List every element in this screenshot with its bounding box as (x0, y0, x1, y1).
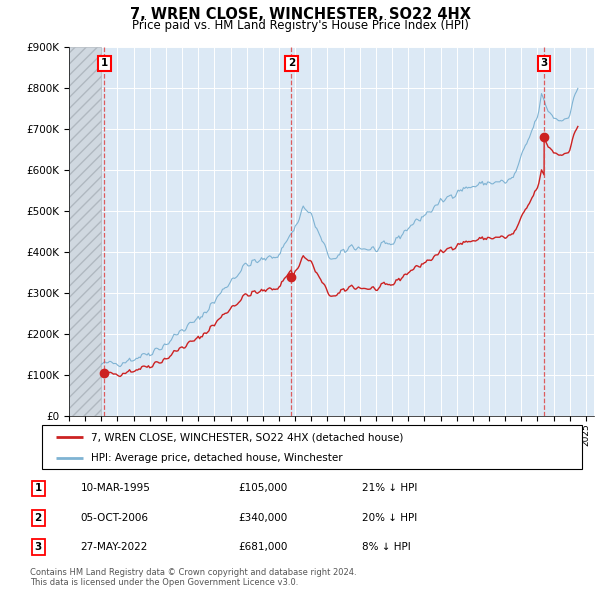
Text: 2: 2 (287, 58, 295, 68)
Text: 8% ↓ HPI: 8% ↓ HPI (362, 542, 411, 552)
Text: 3: 3 (541, 58, 548, 68)
Text: 05-OCT-2006: 05-OCT-2006 (80, 513, 148, 523)
Text: £105,000: £105,000 (238, 483, 287, 493)
Text: 7, WREN CLOSE, WINCHESTER, SO22 4HX: 7, WREN CLOSE, WINCHESTER, SO22 4HX (130, 7, 470, 22)
Text: 10-MAR-1995: 10-MAR-1995 (80, 483, 150, 493)
Text: 2: 2 (34, 513, 42, 523)
Text: 20% ↓ HPI: 20% ↓ HPI (362, 513, 418, 523)
Text: 1: 1 (101, 58, 108, 68)
Bar (69, 47, 101, 416)
Text: HPI: Average price, detached house, Winchester: HPI: Average price, detached house, Winc… (91, 453, 342, 463)
Text: Contains HM Land Registry data © Crown copyright and database right 2024.
This d: Contains HM Land Registry data © Crown c… (30, 568, 356, 587)
Text: £681,000: £681,000 (238, 542, 287, 552)
Text: 1: 1 (34, 483, 42, 493)
Text: £340,000: £340,000 (238, 513, 287, 523)
Text: 27-MAY-2022: 27-MAY-2022 (80, 542, 148, 552)
Text: 7, WREN CLOSE, WINCHESTER, SO22 4HX (detached house): 7, WREN CLOSE, WINCHESTER, SO22 4HX (det… (91, 432, 403, 442)
Text: 3: 3 (34, 542, 42, 552)
Text: Price paid vs. HM Land Registry's House Price Index (HPI): Price paid vs. HM Land Registry's House … (131, 19, 469, 32)
Text: 21% ↓ HPI: 21% ↓ HPI (362, 483, 418, 493)
